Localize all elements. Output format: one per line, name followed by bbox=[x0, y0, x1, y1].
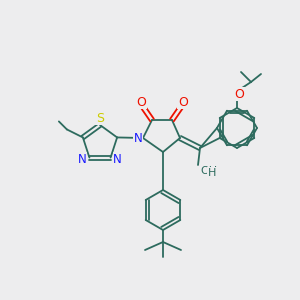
Text: N: N bbox=[134, 131, 142, 145]
Text: S: S bbox=[96, 112, 104, 124]
Text: OH: OH bbox=[200, 166, 217, 176]
Text: O: O bbox=[178, 95, 188, 109]
Text: O: O bbox=[136, 95, 146, 109]
Text: N: N bbox=[78, 153, 87, 166]
Text: N: N bbox=[113, 153, 122, 166]
Text: O: O bbox=[234, 88, 244, 100]
Text: H: H bbox=[208, 168, 216, 178]
